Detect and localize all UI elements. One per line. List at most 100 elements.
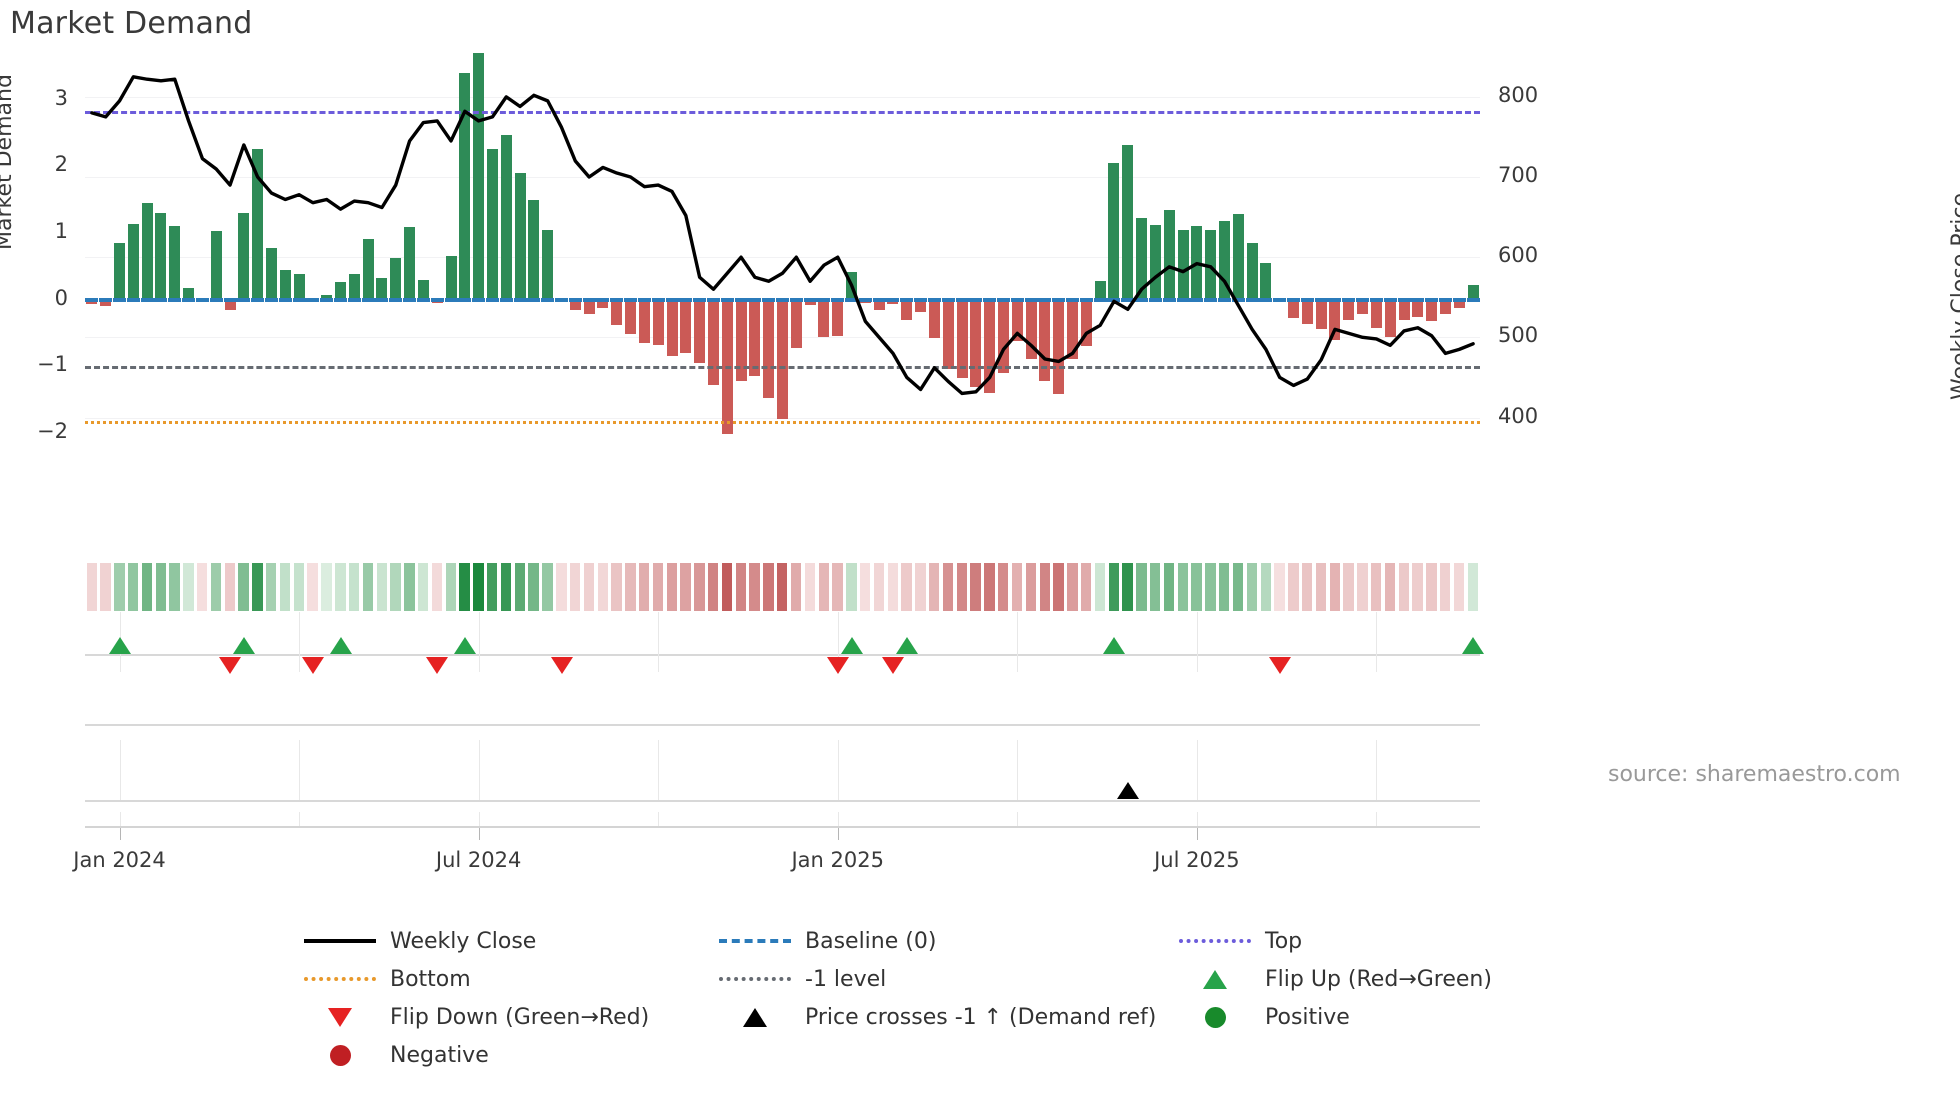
dot-green-glyph — [1204, 1006, 1226, 1028]
baseline-segment — [776, 297, 789, 302]
x-axis-tick-label: Jan 2025 — [791, 848, 884, 872]
legend-item[interactable]: -1 level — [715, 960, 1175, 998]
heatmap-cell — [956, 563, 968, 611]
demand-bar-negative — [569, 299, 581, 311]
legend-item[interactable]: Top — [1175, 922, 1595, 960]
legend-item-label: Negative — [390, 1042, 489, 1068]
legend-item[interactable]: Bottom — [300, 960, 715, 998]
baseline-segment — [651, 297, 665, 302]
demand-bar-negative — [818, 299, 830, 337]
baseline-segment — [251, 297, 265, 302]
marker-panel-vline — [1017, 740, 1019, 800]
heatmap-cell — [141, 563, 153, 611]
heatmap-cell — [252, 563, 263, 611]
y-axis-right-tick: 800 — [1498, 82, 1539, 107]
baseline-segment — [734, 297, 748, 302]
baseline-segment — [831, 297, 845, 302]
baseline-segment — [1024, 297, 1038, 302]
legend-item[interactable]: Baseline (0) — [715, 922, 1175, 960]
marker-panel-vline — [478, 612, 480, 672]
baseline-segment — [209, 297, 223, 302]
marker-panel-vline — [299, 740, 301, 800]
demand-bar-positive — [1122, 144, 1134, 300]
baseline-segment — [1397, 297, 1411, 302]
marker-panel-vline — [1196, 612, 1198, 672]
triangle-up-green-glyph — [1203, 969, 1227, 989]
baseline-segment — [858, 297, 872, 302]
y-axis-right-tick: 400 — [1498, 403, 1539, 428]
line-solid-black-icon — [300, 928, 380, 954]
legend-item[interactable]: Negative — [300, 1036, 715, 1074]
heatmap-cell — [487, 563, 498, 611]
demand-bar-negative — [1412, 299, 1424, 317]
flip-up-marker — [232, 637, 255, 654]
baseline-segment — [1010, 297, 1024, 302]
marker-panel-vline — [658, 812, 660, 827]
baseline-segment — [624, 297, 638, 302]
demand-bar-negative — [1357, 299, 1369, 315]
demand-bar-negative — [832, 299, 844, 337]
heatmap-cell — [1426, 563, 1437, 611]
demand-bar-positive — [335, 282, 347, 300]
baseline-segment — [223, 297, 237, 302]
y-axis-left-tick: 2 — [54, 152, 68, 177]
heatmap-cell — [1053, 563, 1064, 611]
legend-item[interactable]: Flip Up (Red→Green) — [1175, 960, 1595, 998]
legend-item[interactable]: Flip Down (Green→Red) — [300, 998, 715, 1036]
baseline-segment — [1259, 297, 1273, 302]
baseline-segment — [941, 297, 955, 302]
marker-panel-vline — [299, 812, 301, 827]
heatmap-cell — [238, 563, 249, 611]
demand-bar-positive — [279, 270, 291, 300]
marker-panel-vline — [1376, 612, 1378, 672]
marker-panel-hline-2 — [85, 724, 1480, 726]
legend-item[interactable]: Positive — [1175, 998, 1595, 1036]
baseline-segment — [499, 297, 513, 302]
baseline-segment — [914, 297, 928, 302]
demand-bar-positive — [1205, 229, 1217, 300]
demand-bar-positive — [514, 173, 526, 300]
demand-bar-positive — [1136, 218, 1148, 300]
heatmap-cell — [901, 563, 912, 611]
baseline-segment — [416, 297, 430, 302]
demand-bar-positive — [1149, 225, 1161, 300]
heatmap-cell — [708, 563, 719, 611]
demand-bar-negative — [777, 299, 788, 420]
heatmap-cell — [666, 563, 677, 611]
baseline-segment — [1079, 297, 1093, 302]
legend-item-label: Bottom — [390, 966, 471, 992]
y-axis-left-tick: −2 — [37, 418, 68, 443]
demand-bar-negative — [1067, 299, 1079, 360]
baseline-segment — [679, 297, 693, 302]
demand-bar-negative — [970, 299, 982, 388]
heatmap-cell — [183, 563, 194, 611]
heatmap-cell — [279, 563, 291, 611]
heatmap-cell — [1329, 563, 1340, 611]
heatmap-cell — [404, 563, 415, 611]
demand-bar-positive — [473, 53, 485, 300]
baseline-segment — [969, 297, 983, 302]
baseline-segment — [1328, 297, 1342, 302]
legend-item-label: -1 level — [805, 966, 887, 992]
legend-item[interactable]: Price crosses -1 ↑ (Demand ref) — [715, 998, 1175, 1036]
baseline-segment — [927, 297, 941, 302]
y-axis-left-tick: 3 — [54, 85, 68, 110]
heatmap-cell — [1357, 563, 1368, 611]
heatmap-cell — [887, 563, 898, 611]
baseline-segment — [1300, 297, 1314, 302]
baseline-segment — [527, 297, 541, 302]
heatmap-cell — [556, 563, 567, 611]
legend-item[interactable]: Weekly Close — [300, 922, 715, 960]
heatmap-cell — [1467, 563, 1479, 611]
demand-bar-negative — [1301, 299, 1313, 324]
demand-bar-negative — [984, 299, 996, 393]
baseline-segment — [1217, 297, 1231, 302]
x-axis-tick-label: Jul 2024 — [435, 848, 522, 872]
demand-bar-negative — [100, 299, 112, 307]
baseline-segment — [637, 297, 651, 302]
heatmap-cell — [942, 563, 954, 611]
heatmap-cell — [155, 563, 166, 611]
heatmap-cell — [1163, 563, 1175, 611]
flip-down-marker — [826, 657, 849, 674]
baseline-segment — [168, 297, 182, 302]
